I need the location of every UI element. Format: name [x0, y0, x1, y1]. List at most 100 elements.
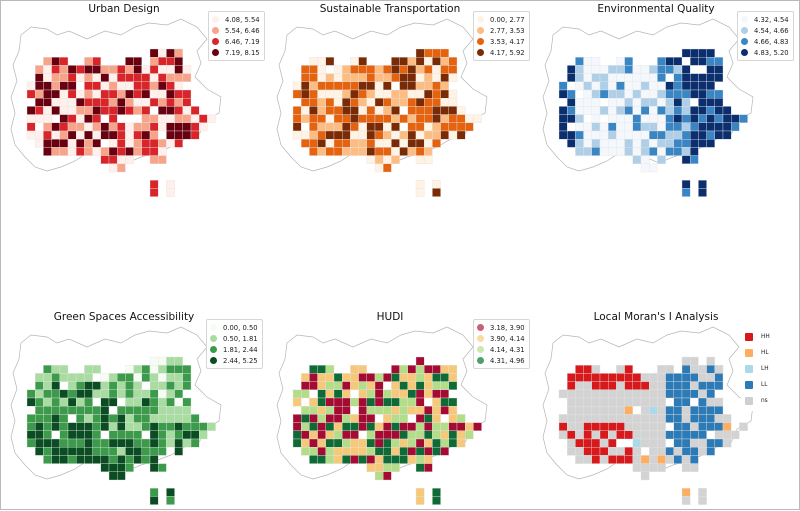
grid-cell [325, 114, 335, 123]
grid-cell [358, 81, 367, 91]
grid-cell [108, 114, 118, 123]
grid-cell [350, 73, 359, 82]
grid-cell [174, 48, 183, 58]
grid-cell [51, 365, 60, 374]
grid-cell [317, 365, 326, 374]
grid-cell [583, 389, 592, 399]
grid-cell [575, 73, 584, 82]
grid-cell [632, 373, 642, 382]
map-panel-environmental-quality: Environmental Quality 4.32, 4.54 4.54, 4… [541, 3, 799, 203]
grid-cell [374, 438, 384, 448]
grid-cell [599, 414, 609, 423]
grid-cell [366, 397, 376, 407]
grid-cell [117, 98, 126, 107]
legend-item: 2.44, 5.25 [210, 355, 258, 366]
grid-cell [575, 139, 584, 148]
grid-cell [292, 114, 302, 123]
grid-cell [59, 447, 69, 456]
grid-cell [714, 130, 724, 140]
grid-cell [59, 147, 69, 156]
grid-cell [35, 422, 44, 431]
grid-cell [207, 422, 216, 431]
grid-cell [333, 455, 343, 464]
grid-cell [59, 406, 69, 415]
grid-cell [158, 430, 167, 440]
grid-cell [76, 397, 85, 407]
grid-cell [292, 81, 302, 91]
grid-cell [325, 406, 335, 415]
grid-cell [681, 397, 691, 407]
grid-cell [608, 139, 617, 148]
grid-cell [108, 414, 118, 423]
map-legend: 0.00, 2.77 2.77, 3.53 3.53, 4.17 4.17, 5… [473, 11, 530, 61]
grid-cell [43, 114, 52, 123]
grid-cell [690, 389, 699, 399]
grid-cell [424, 365, 433, 374]
grid-cell [149, 455, 159, 464]
grid-cell [166, 122, 175, 132]
grid-cell [383, 430, 392, 440]
grid-cell [591, 89, 601, 99]
legend-item: 3.53, 4.17 [477, 36, 525, 47]
grid-cell [591, 65, 601, 74]
grid-cell [333, 65, 343, 74]
grid-cell [325, 89, 335, 99]
grid-cell [391, 455, 400, 464]
grid-cell [149, 139, 159, 148]
grid-cell [133, 430, 142, 440]
grid-cell [722, 438, 732, 448]
grid-cell [317, 430, 326, 440]
grid-cell [84, 373, 93, 382]
grid-cell [424, 373, 433, 382]
grid-cell [432, 406, 441, 415]
grid-cell [415, 180, 425, 189]
grid-cell [141, 114, 151, 123]
grid-cell [149, 48, 159, 58]
grid-cell [706, 438, 715, 448]
grid-cell [199, 114, 208, 123]
grid-cell [558, 114, 568, 123]
grid-cell [391, 139, 400, 148]
grid-cell [92, 57, 101, 66]
map-legend: 4.08, 5.54 5.54, 6.46 6.46, 7.19 7.19, 8… [208, 11, 265, 61]
grid-cell [59, 106, 69, 115]
grid-cell [591, 73, 601, 82]
grid-cell [125, 463, 134, 472]
grid-cell [632, 114, 642, 123]
grid-cell [350, 365, 359, 374]
grid-cell [608, 130, 617, 140]
grid-cell [616, 122, 625, 132]
grid-cell [133, 122, 142, 132]
grid-cell [350, 422, 359, 431]
grid-cell [440, 98, 449, 107]
grid-cell [325, 438, 335, 448]
grid-cell [706, 422, 715, 431]
grid-cell [407, 365, 417, 374]
grid-cell [608, 73, 617, 82]
grid-cell [125, 81, 134, 91]
grid-cell [125, 422, 134, 431]
grid-cell [432, 373, 441, 382]
grid-cell [84, 81, 93, 91]
grid-cell [665, 114, 674, 123]
grid-cell [722, 106, 732, 115]
grid-cell [407, 147, 417, 156]
grid-cell [92, 89, 101, 99]
grid-cell [383, 73, 392, 82]
grid-cell [714, 373, 724, 382]
grid-cell [51, 139, 60, 148]
grid-cell [690, 406, 699, 415]
grid-cell [681, 106, 691, 115]
legend-item: ns [745, 393, 770, 409]
grid-cell [632, 106, 642, 115]
grid-cell [149, 89, 159, 99]
grid-cell [366, 438, 376, 448]
grid-cell [624, 106, 633, 115]
grid-cell [43, 89, 52, 99]
grid-cell [681, 422, 691, 431]
grid-cell [141, 98, 151, 107]
grid-cell [632, 389, 642, 399]
grid-cell [657, 397, 666, 407]
grid-cell [432, 447, 441, 456]
grid-cell [333, 414, 343, 423]
